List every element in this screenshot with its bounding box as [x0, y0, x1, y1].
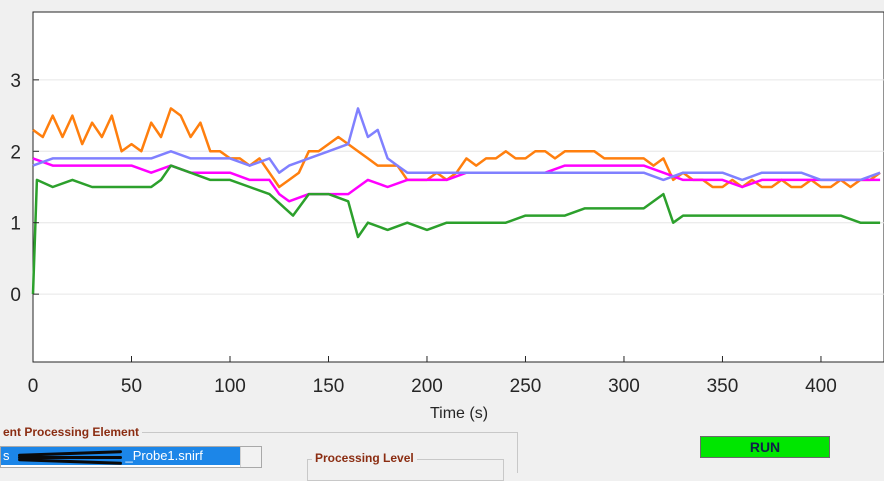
listbox-scrollbar[interactable] — [240, 447, 261, 467]
x-tick-label: 100 — [214, 376, 246, 397]
x-tick-label: 50 — [121, 376, 142, 397]
x-axis: 0 50 100 150 200 250 300 350 400 — [28, 356, 837, 397]
y-tick-label: 1 — [10, 214, 21, 235]
x-tick-label: 150 — [313, 376, 345, 397]
axes-area — [32, 11, 884, 363]
processing-element-title: ent Processing Element — [0, 425, 143, 439]
x-tick-label: 0 — [28, 376, 39, 397]
x-tick-label: 400 — [805, 376, 837, 397]
series-line-4 — [31, 164, 881, 295]
redaction-scribble — [10, 447, 126, 465]
x-axis-title: Time (s) — [430, 405, 488, 422]
x-tick-label: 200 — [411, 376, 443, 397]
x-tick-label: 300 — [608, 376, 640, 397]
file-name-suffix: _Probe1.snirf — [125, 448, 203, 463]
file-listbox[interactable]: s _Probe1.snirf — [0, 446, 262, 468]
y-tick-label: 2 — [10, 142, 21, 163]
y-axis: 0 1 2 3 — [10, 71, 39, 306]
plot: 0 50 100 150 200 250 300 350 400 0 1 2 3 Time (s) — [10, 11, 884, 422]
grid — [33, 79, 884, 295]
file-name-prefix: s — [3, 448, 10, 463]
processing-level-title: Processing Level — [312, 451, 417, 465]
series-line-3 — [32, 107, 881, 182]
series-layer — [31, 107, 881, 295]
x-tick-label: 350 — [707, 376, 739, 397]
y-tick-label: 0 — [10, 285, 21, 306]
run-button[interactable]: RUN — [700, 436, 830, 458]
y-tick-label: 3 — [10, 71, 21, 92]
file-list-item[interactable]: s _Probe1.snirf — [1, 447, 241, 465]
x-tick-label: 250 — [510, 376, 542, 397]
